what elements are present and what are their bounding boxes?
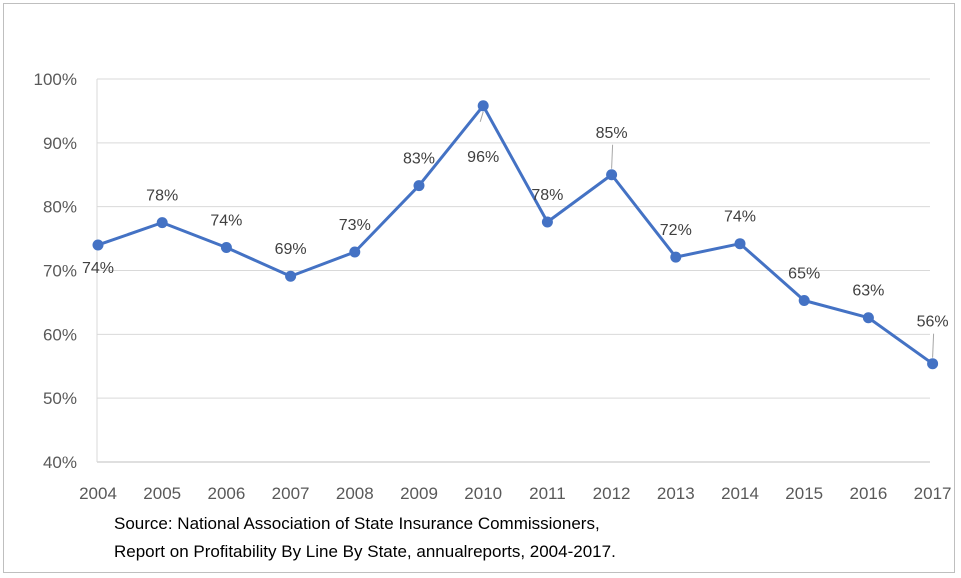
gridlines xyxy=(96,78,930,463)
x-tick-label: 2012 xyxy=(593,484,631,503)
x-tick-label: 2007 xyxy=(272,484,310,503)
x-tick-label: 2013 xyxy=(657,484,695,503)
data-point xyxy=(477,100,489,112)
x-tick-label: 2006 xyxy=(207,484,245,503)
x-tick-label: 2005 xyxy=(143,484,181,503)
x-tick-label: 2015 xyxy=(785,484,823,503)
y-tick-label: 90% xyxy=(43,134,77,153)
data-label: 73% xyxy=(339,217,371,234)
data-label: 96% xyxy=(467,149,499,166)
data-point xyxy=(156,217,168,229)
data-point xyxy=(92,239,104,251)
data-label: 83% xyxy=(403,151,435,168)
chart-frame xyxy=(3,3,955,573)
x-tick-label: 2017 xyxy=(914,484,952,503)
x-tick-label: 2008 xyxy=(336,484,374,503)
x-tick-label: 2014 xyxy=(721,484,759,503)
x-tick-label: 2004 xyxy=(79,484,117,503)
y-tick-label: 40% xyxy=(43,453,77,472)
series-line xyxy=(97,104,934,365)
x-tick-label: 2016 xyxy=(849,484,887,503)
data-label: 74% xyxy=(210,213,242,230)
label-leader-line xyxy=(479,111,484,122)
label-leader-line xyxy=(611,144,614,169)
data-points xyxy=(92,100,939,370)
y-tick-label: 60% xyxy=(43,325,77,344)
data-label: 78% xyxy=(531,187,563,204)
label-leader-line xyxy=(932,333,935,358)
data-point xyxy=(927,358,939,370)
data-point xyxy=(670,251,682,263)
data-point xyxy=(349,246,361,258)
y-tick-label: 100% xyxy=(34,70,77,89)
data-point xyxy=(413,180,425,192)
source-line-2: Report on Profitability By Line By State… xyxy=(114,542,616,561)
data-point xyxy=(220,242,232,254)
data-point xyxy=(862,312,874,324)
data-label: 78% xyxy=(146,188,178,205)
data-point xyxy=(734,238,746,250)
y-axis-ticks: 40% 50% 60% 70% 80% 90% 100% xyxy=(34,70,77,472)
data-label: 74% xyxy=(724,209,756,226)
y-tick-label: 70% xyxy=(43,262,77,281)
data-point xyxy=(541,216,553,228)
x-axis-ticks: 2004 2005 2006 2007 2008 2009 2010 2011 2012 2013… xyxy=(79,484,951,503)
data-label: 56% xyxy=(917,314,949,331)
data-labels: 74% 78% 74% 69% 73% 83% 96% 78% 85% 72% 74% 65% 63% 5… xyxy=(82,111,949,358)
x-tick-label: 2010 xyxy=(464,484,502,503)
data-point xyxy=(798,295,810,307)
data-label: 65% xyxy=(788,266,820,283)
y-tick-label: 80% xyxy=(43,198,77,217)
data-label: 74% xyxy=(82,260,114,277)
source-line-1: Source: National Association of State In… xyxy=(114,514,600,533)
y-tick-label: 50% xyxy=(43,389,77,408)
data-label: 63% xyxy=(852,283,884,300)
x-tick-label: 2009 xyxy=(400,484,438,503)
series-line-path xyxy=(97,104,934,365)
data-label: 69% xyxy=(275,241,307,258)
x-tick-label: 2011 xyxy=(529,484,566,503)
data-label: 72% xyxy=(660,222,692,239)
source-note: Source: National Association of State In… xyxy=(114,510,616,566)
data-point xyxy=(285,270,297,282)
data-label: 85% xyxy=(596,125,628,142)
data-point xyxy=(606,169,618,181)
